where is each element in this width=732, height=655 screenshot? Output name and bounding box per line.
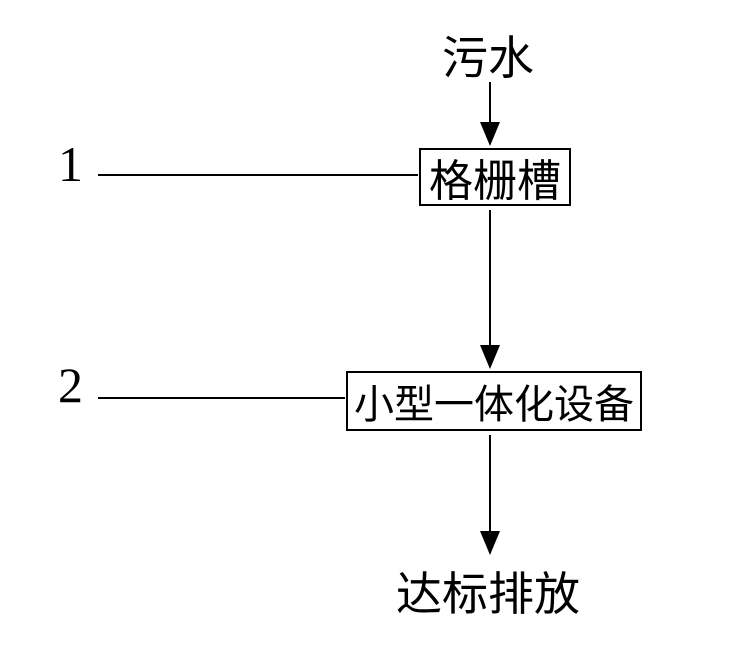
box-integrated-equipment: 小型一体化设备	[346, 371, 642, 431]
label-discharge: 达标排放	[396, 558, 580, 624]
ref-number-2: 2	[58, 356, 83, 414]
flowchart-canvas: 污水 格栅槽 小型一体化设备 达标排放 1 2	[0, 0, 732, 655]
ref-number-1: 1	[58, 135, 83, 193]
box-screen-tank: 格栅槽	[419, 148, 571, 206]
box-screen-tank-label: 格栅槽	[429, 145, 561, 209]
label-wastewater: 污水	[442, 22, 534, 88]
connector-layer	[0, 0, 732, 655]
box-integrated-equipment-label: 小型一体化设备	[354, 372, 634, 430]
